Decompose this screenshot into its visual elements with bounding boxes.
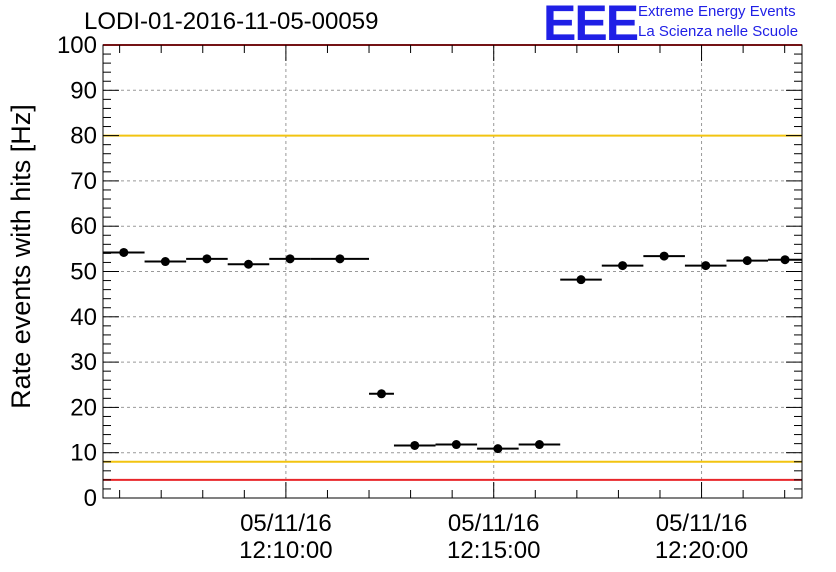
y-tick-label: 70 <box>70 168 97 195</box>
y-tick-label: 50 <box>70 259 97 286</box>
eee-logo-mark: EEE <box>543 0 639 51</box>
data-point <box>376 389 386 399</box>
chart-title: LODI-01-2016-11-05-00059 <box>84 8 379 35</box>
x-tick-label-date: 05/11/16 <box>656 510 748 537</box>
eee-logo: EEE Extreme Energy Events La Scienza nel… <box>543 0 833 51</box>
eee-logo-line2: La Scienza nelle Scuole <box>638 23 799 40</box>
data-point <box>335 254 345 264</box>
data-point <box>534 440 544 450</box>
y-tick-label: 10 <box>70 440 97 467</box>
data-point <box>576 275 586 285</box>
data-point <box>243 259 253 269</box>
y-tick-label: 0 <box>84 485 97 512</box>
y-tick-label: 60 <box>70 213 97 240</box>
data-point <box>160 257 170 267</box>
data-point <box>780 255 790 265</box>
data-point <box>742 256 752 266</box>
x-tick-label-date: 05/11/16 <box>448 510 540 537</box>
y-tick-label: 30 <box>70 349 97 376</box>
data-point <box>451 440 461 450</box>
data-point <box>493 444 503 454</box>
data-point <box>659 251 669 261</box>
data-point <box>285 254 295 264</box>
y-tick-label: 90 <box>70 77 97 104</box>
y-axis-label: Rate events with hits [Hz] <box>6 104 36 409</box>
y-tick-label: 100 <box>57 32 97 59</box>
y-tick-label: 80 <box>70 123 97 150</box>
x-tick-label-date: 05/11/16 <box>240 510 332 537</box>
data-point <box>618 261 628 271</box>
x-tick-label-time: 12:10:00 <box>239 537 332 564</box>
data-point <box>701 261 711 271</box>
data-point <box>119 247 129 257</box>
y-tick-label: 20 <box>70 394 97 421</box>
data-point <box>410 440 420 450</box>
y-tick-label: 40 <box>70 304 97 331</box>
x-tick-label-time: 12:20:00 <box>655 537 748 564</box>
eee-logo-line1: Extreme Energy Events <box>638 3 796 20</box>
data-point <box>202 254 212 264</box>
x-tick-label-time: 12:15:00 <box>447 537 540 564</box>
